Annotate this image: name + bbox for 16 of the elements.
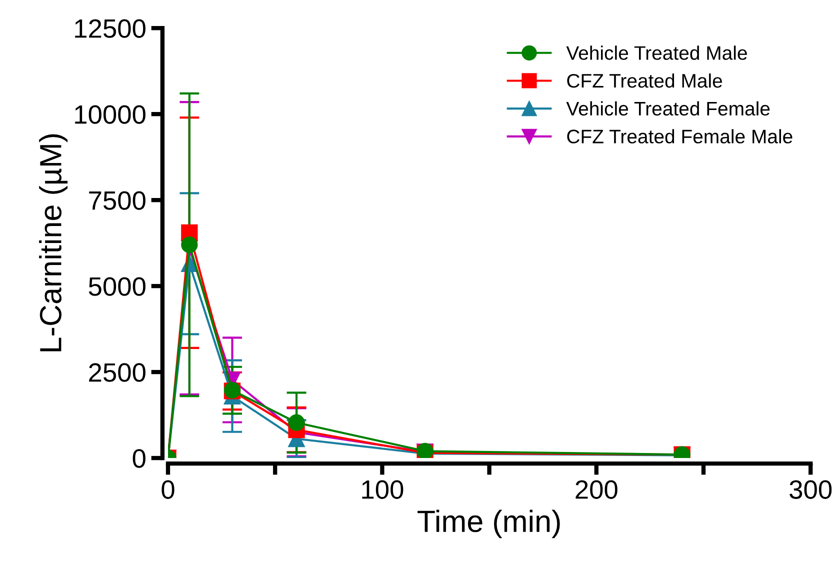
legend-label: Vehicle Treated Male — [566, 46, 747, 60]
legend-label: CFZ Treated Female Male — [567, 129, 792, 144]
x-tick-label: 100 — [362, 480, 404, 499]
x-tick-label: 0 — [162, 480, 174, 499]
y-tick-label: 10000 — [75, 105, 146, 124]
y-tick-label: 2500 — [89, 363, 146, 382]
y-tick-label: 5000 — [88, 277, 146, 296]
y-tick-label: 12500 — [75, 19, 146, 38]
y-tick-label: 7500 — [89, 191, 146, 210]
legend-label: CFZ Treated Male — [567, 73, 722, 88]
y-tick-label: 0 — [132, 449, 146, 468]
x-axis-title: Time (min) — [418, 510, 560, 538]
x-tick-label: 300 — [790, 480, 832, 499]
legend-label: Vehicle Treated Female — [566, 101, 770, 116]
y-axis-title: L-Carnitine (µM) — [39, 134, 68, 352]
x-tick-label: 200 — [576, 480, 618, 499]
